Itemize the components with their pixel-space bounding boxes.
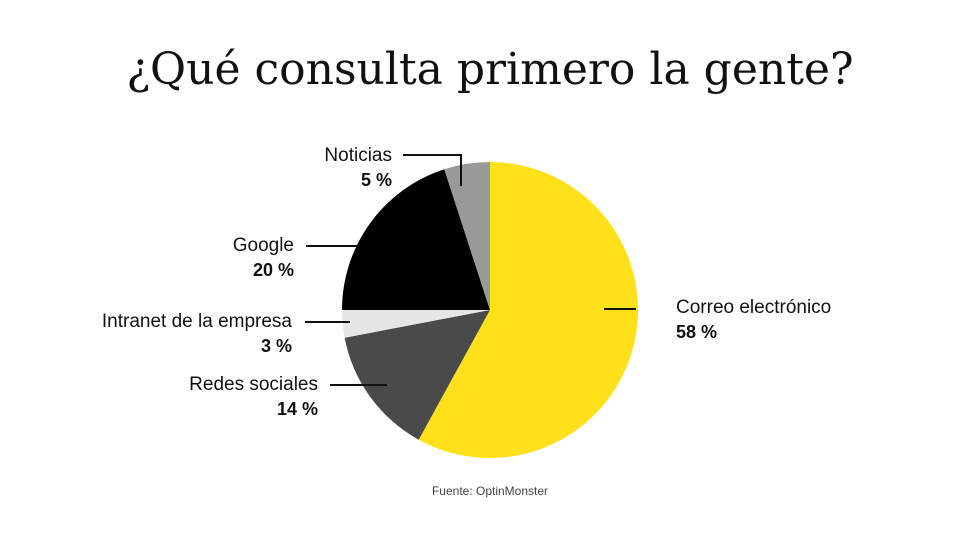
label-correo-electronico: Correo electrónico xyxy=(676,297,831,318)
slice-noticias xyxy=(444,162,490,310)
value-label-noticias: 5 % xyxy=(361,170,392,190)
value-label-correo-electronico: 58 % xyxy=(676,322,717,342)
slice-google xyxy=(342,169,490,310)
label-google: Google xyxy=(233,235,294,256)
leader-line-noticias xyxy=(403,154,462,186)
label-intranet-de-la-empresa: Intranet de la empresa xyxy=(102,311,293,332)
value-label-google: 20 % xyxy=(253,260,294,280)
value-label-redes-sociales: 14 % xyxy=(277,399,318,419)
slice-intranet-de-la-empresa xyxy=(342,310,490,338)
slice-redes-sociales xyxy=(344,310,490,440)
source-note: Fuente: OptinMonster xyxy=(431,484,549,498)
slice-correo-electronico xyxy=(418,162,638,459)
value-label-intranet-de-la-empresa: 3 % xyxy=(261,336,292,356)
label-redes-sociales: Redes sociales xyxy=(189,374,318,395)
chart-title: ¿Qué consulta primero la gente? xyxy=(126,44,854,95)
label-noticias: Noticias xyxy=(324,145,392,166)
